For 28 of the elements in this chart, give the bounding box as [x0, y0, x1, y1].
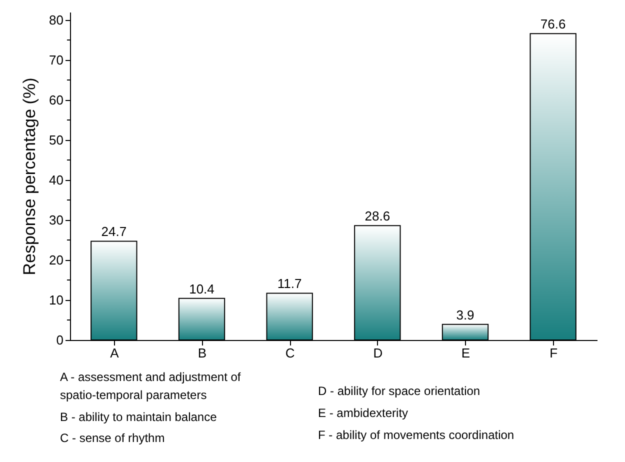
x-tick-label: D	[373, 346, 383, 360]
data-label: 24.7	[101, 224, 127, 240]
text: F - ability of movements coordination	[318, 428, 514, 442]
text: B - ability to maintain balance	[60, 410, 218, 424]
y-tick-label: 40	[49, 172, 64, 188]
text: D - ability for space orientation	[318, 384, 480, 398]
y-tick-label: 60	[49, 92, 64, 108]
data-label: 10.4	[189, 281, 214, 296]
data-label: 28.6	[364, 208, 390, 224]
y-tick-label: 30	[49, 212, 64, 228]
text: E - ambidexterity	[318, 406, 408, 420]
data-label: 11.7	[277, 276, 302, 292]
x-tick-label: A	[110, 346, 120, 360]
y-tick-label: 20	[49, 252, 64, 268]
x-tick-label: E	[461, 346, 470, 360]
y-axis-title: Response percentage (%)	[20, 78, 40, 276]
x-tick-label: F	[550, 346, 558, 360]
y-tick-label: 0	[56, 332, 64, 348]
y-tick-label: 70	[49, 52, 64, 68]
x-tick-label: C	[285, 346, 295, 360]
y-tick-label: 10	[49, 292, 64, 308]
text: C - sense of rhythm	[60, 431, 165, 445]
x-tick-label: B	[198, 346, 207, 360]
data-label: 3.9	[456, 307, 474, 322]
data-label: 76.6	[540, 16, 566, 32]
y-tick-label: 80	[49, 12, 64, 28]
text: A - assessment and adjustment of spatio-temporal parameters	[60, 370, 242, 402]
y-tick-label: 50	[49, 132, 64, 148]
